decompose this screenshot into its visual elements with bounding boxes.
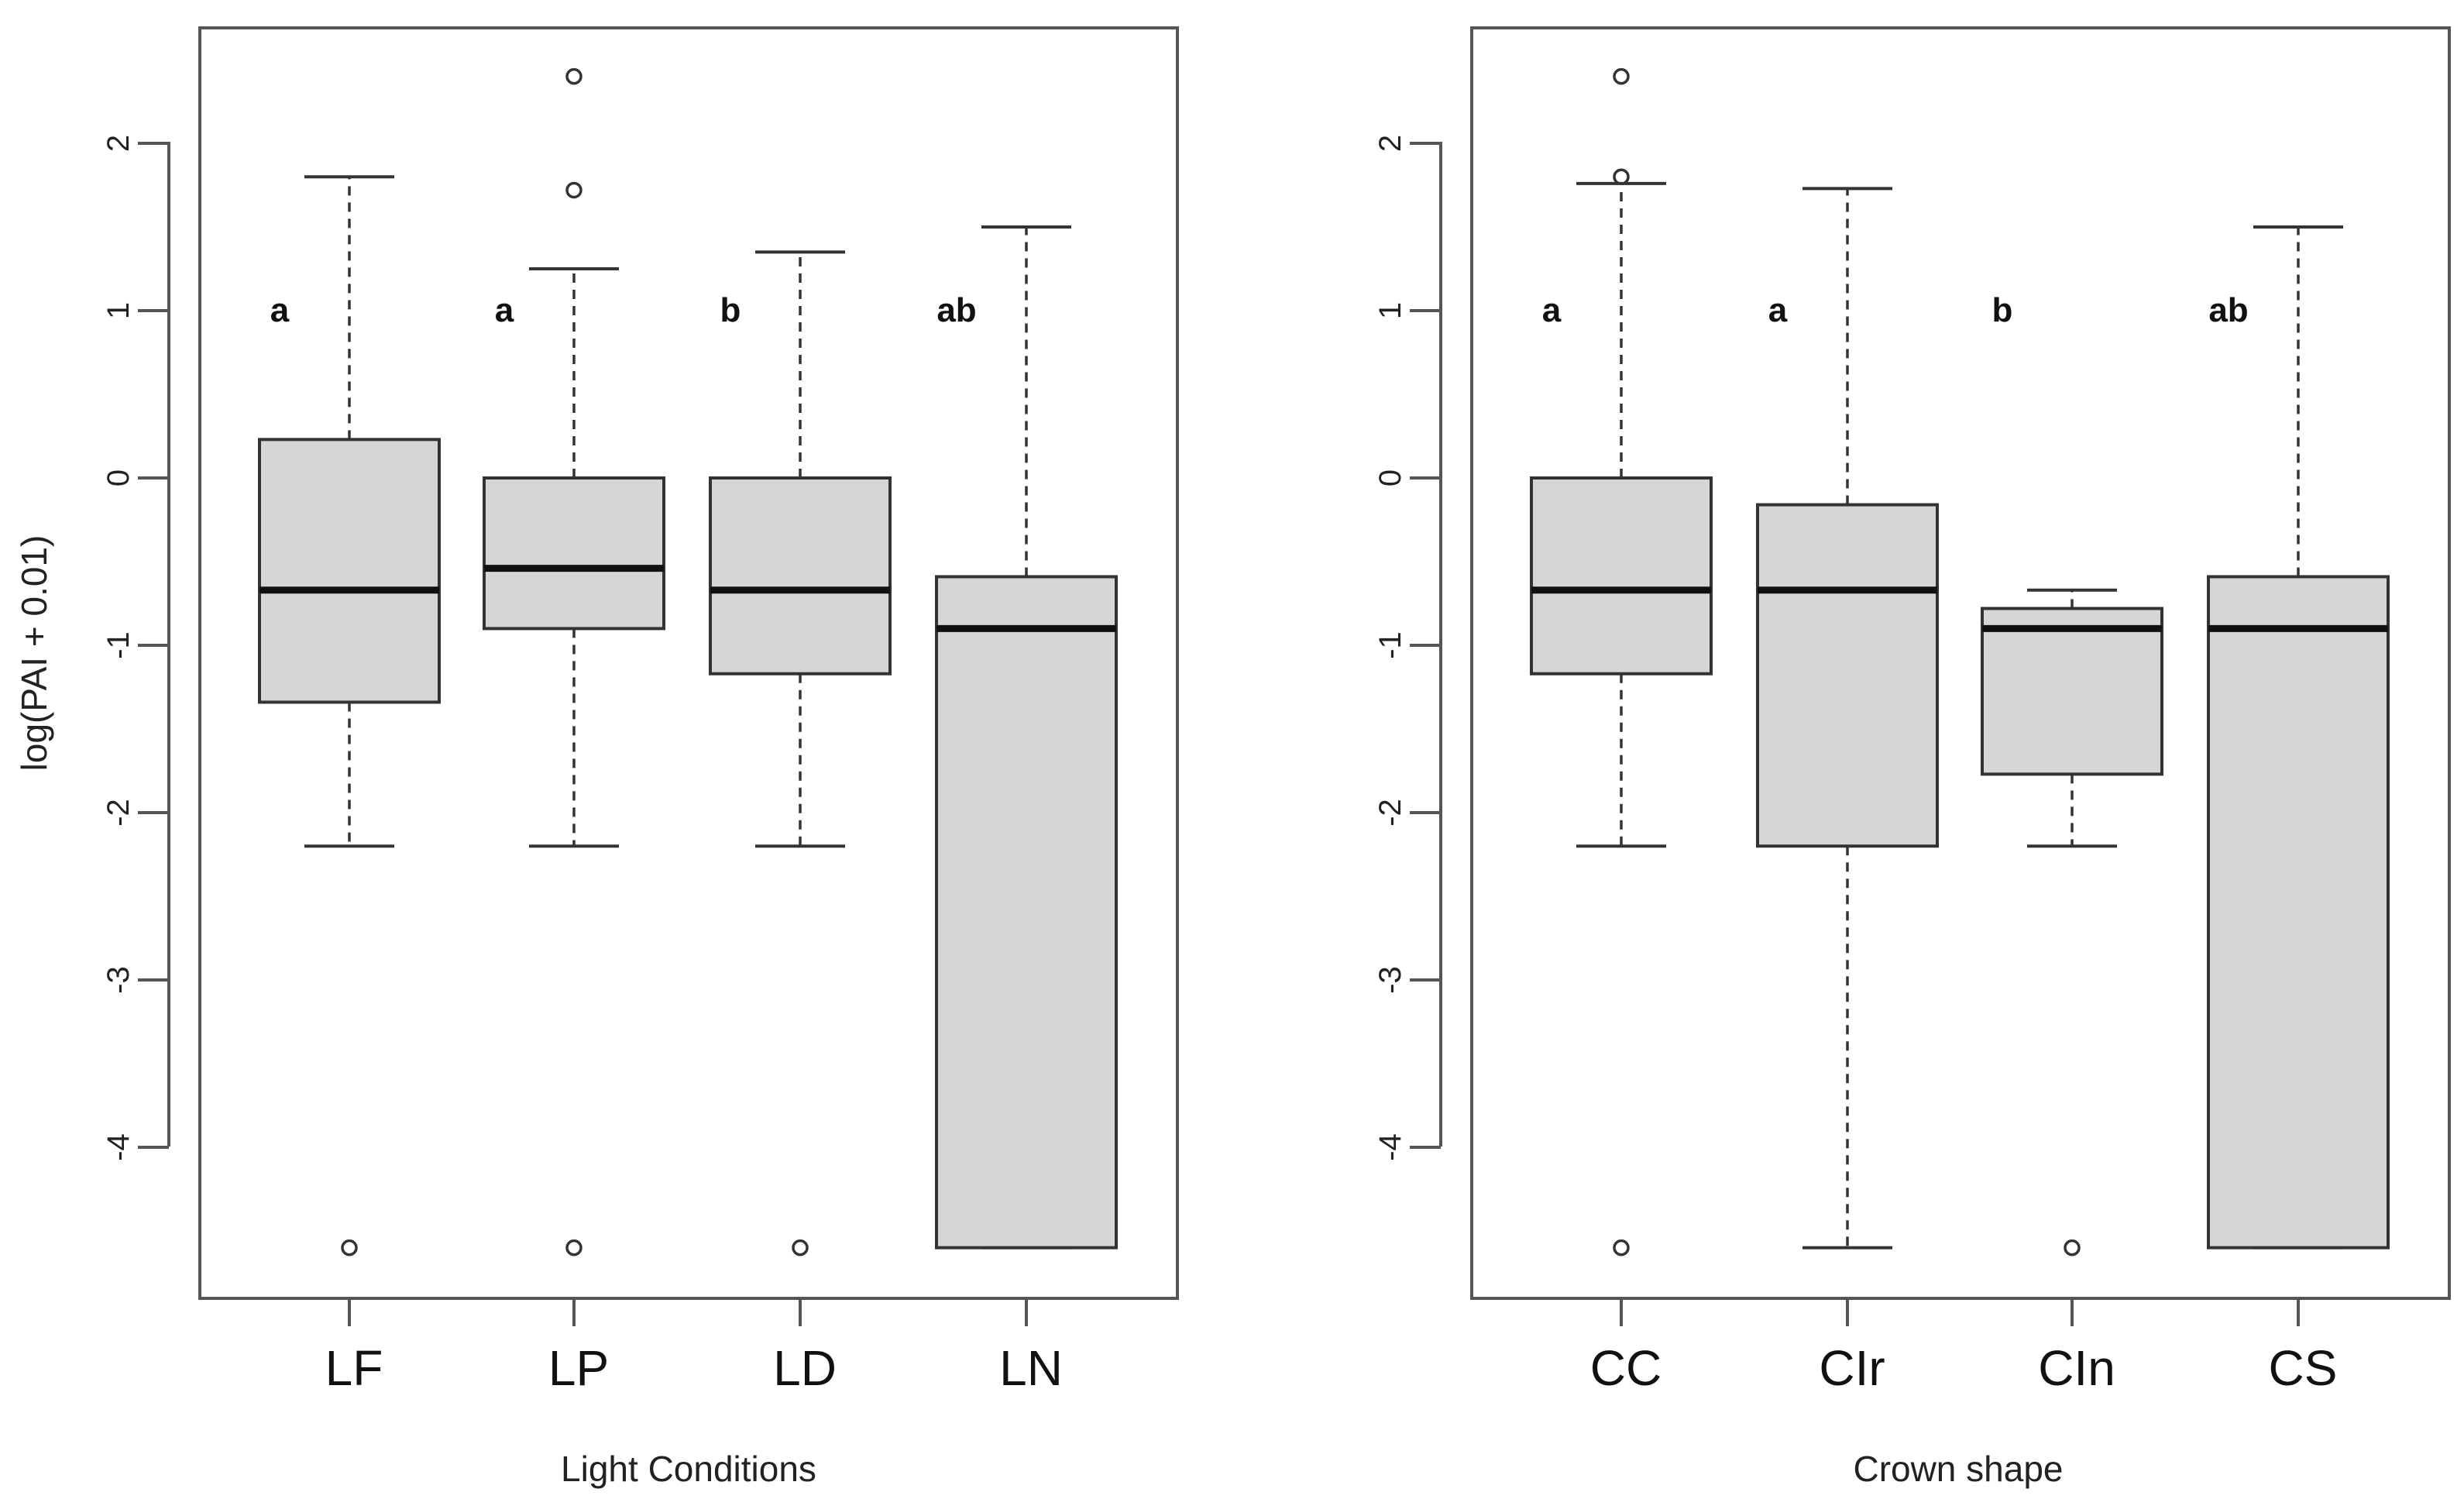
outlier-point (1613, 67, 1630, 85)
iqr-box (709, 476, 892, 676)
box-LN: ab (935, 225, 1118, 1250)
significance-letter: a (495, 291, 514, 329)
outlier-point (2064, 1239, 2081, 1257)
y-ticks: -4 -3 -2 -1 0 1 2 (101, 135, 169, 1161)
y-tick-label: -2 (1373, 799, 1407, 827)
y-tick-label: 2 (1373, 135, 1407, 152)
x-tick-label: LD (773, 1340, 837, 1396)
iqr-box (258, 438, 441, 704)
y-tick-label: 1 (1373, 302, 1407, 319)
y-tick-label: 0 (1373, 469, 1407, 486)
iqr-box (1530, 476, 1713, 676)
x-ticks: CC CIr CIn CS (1590, 1298, 2338, 1396)
box-LP: a (483, 67, 665, 1257)
iqr-box (1756, 503, 1939, 848)
significance-letter: ab (936, 291, 976, 329)
y-ticks: -4 -3 -2 -1 0 1 2 (1373, 135, 1441, 1161)
significance-letter: b (1992, 291, 2013, 329)
x-tick-label: CIn (2038, 1340, 2115, 1396)
x-tick-label: CIr (1819, 1340, 1885, 1396)
significance-letter: a (1768, 291, 1788, 329)
x-tick-label: LF (325, 1340, 383, 1396)
outlier-point (1613, 1239, 1630, 1257)
y-tick-label: -4 (1373, 1133, 1407, 1161)
y-tick-label: 0 (101, 469, 136, 486)
box-CIn: b (1981, 291, 2163, 1257)
boxes: a a b ab (258, 67, 1118, 1257)
y-tick-label: -1 (1373, 631, 1407, 659)
iqr-box (2207, 575, 2390, 1250)
box-CIr: a (1756, 187, 1939, 1250)
y-axis-title: log(PAI + 0.01) (14, 535, 54, 772)
box-LD: b (709, 250, 892, 1257)
outlier-point (1613, 168, 1630, 185)
iqr-box (1981, 607, 2163, 776)
y-tick-label: 1 (101, 302, 136, 319)
iqr-box (483, 476, 665, 631)
y-tick-label: -3 (1373, 966, 1407, 994)
outlier-point (792, 1239, 809, 1257)
x-tick-label: CC (1590, 1340, 1662, 1396)
significance-letter: a (1542, 291, 1562, 329)
x-tick-label: LP (548, 1340, 609, 1396)
y-tick-label: -2 (101, 799, 136, 827)
x-axis-title: Light Conditions (561, 1449, 816, 1489)
boxes: a a b ab (1530, 67, 2390, 1257)
box-LF: a (258, 175, 441, 1257)
y-tick-label: -1 (101, 631, 136, 659)
significance-letter: ab (2208, 291, 2248, 329)
significance-letter: b (720, 291, 741, 329)
significance-letter: a (270, 291, 290, 329)
outlier-point (565, 181, 582, 199)
x-tick-label: CS (2269, 1340, 2338, 1396)
y-tick-label: 2 (101, 135, 136, 152)
x-ticks: LF LP LD LN (325, 1298, 1063, 1396)
box-CS: ab (2207, 225, 2390, 1250)
x-tick-label: LN (999, 1340, 1063, 1396)
outlier-point (565, 67, 582, 85)
x-axis-title: Crown shape (1853, 1449, 2063, 1489)
outlier-point (341, 1239, 358, 1257)
y-tick-label: -3 (101, 966, 136, 994)
outlier-point (565, 1239, 582, 1257)
iqr-box (935, 575, 1118, 1250)
y-tick-label: -4 (101, 1133, 136, 1161)
box-CC: a (1530, 67, 1713, 1257)
